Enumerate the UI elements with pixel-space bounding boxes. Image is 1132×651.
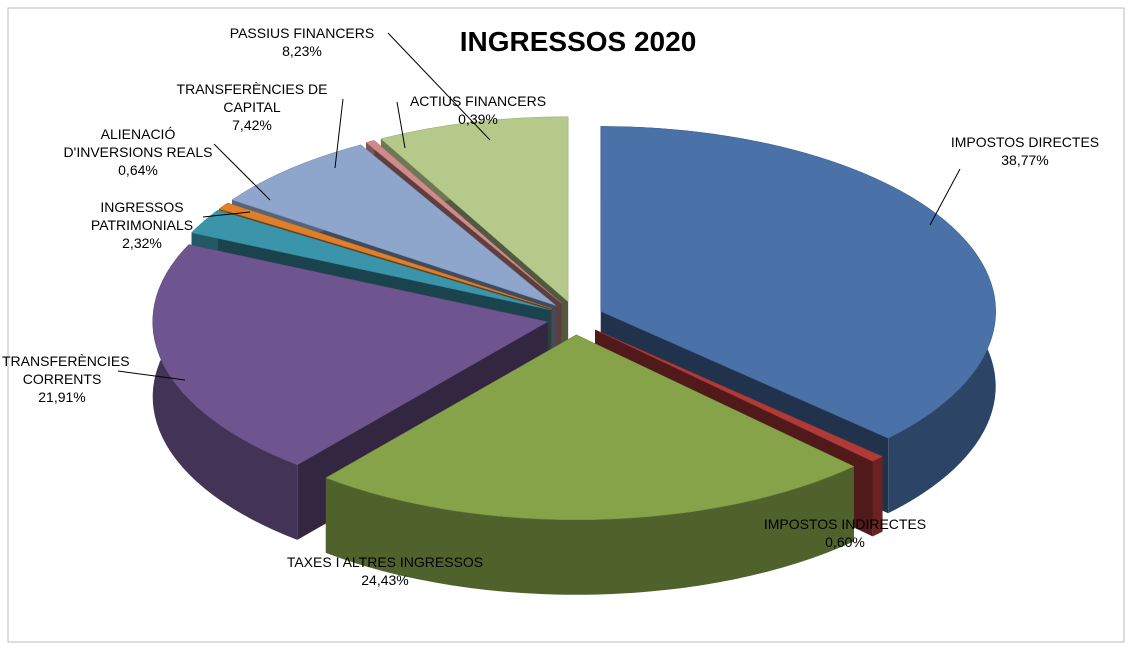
label-value: 0,60%: [825, 534, 865, 550]
slice: [231, 144, 557, 306]
label-category: IMPOSTOS INDIRECTES: [763, 516, 927, 532]
chart-title: INGRESSOS 2020: [459, 26, 697, 57]
leader-line: [396, 101, 406, 149]
label-category: ALIENACIÓ D'INVERSIONS REALS: [63, 126, 213, 160]
label-category: PASSIUS FINANCERS: [229, 25, 375, 41]
label-category: ACTIUS FINANCERS: [409, 93, 547, 109]
slice: [218, 202, 552, 309]
leader-line: [117, 370, 186, 381]
leader-line: [334, 98, 344, 169]
slice: [600, 126, 996, 439]
leader-line: [929, 168, 961, 226]
label-value: 38,77%: [1001, 152, 1049, 168]
leader-line: [213, 143, 271, 201]
slice: [152, 244, 549, 466]
slice: [365, 140, 562, 304]
data-label: IMPOSTOS DIRECTES 38,77%: [925, 133, 1125, 169]
data-label: INGRESSOS PATRIMONIALS 2,32%: [77, 198, 207, 252]
slice-wall: [872, 456, 883, 537]
slice: [191, 209, 551, 311]
label-value: 7,42%: [232, 117, 272, 133]
data-label: IMPOSTOS INDIRECTES 0,60%: [745, 515, 945, 551]
label-value: 21,91%: [38, 389, 86, 405]
label-value: 8,23%: [282, 43, 322, 59]
data-label: ACTIUS FINANCERS 0,39%: [393, 92, 563, 128]
slice-wall: [325, 466, 854, 595]
label-category: TAXES I ALTRES INGRESSOS: [286, 554, 484, 570]
label-value: 0,64%: [118, 162, 158, 178]
label-value: 24,43%: [361, 572, 409, 588]
slice-wall: [152, 244, 298, 540]
label-value: 2,32%: [122, 235, 162, 251]
data-label: ALIENACIÓ D'INVERSIONS REALS 0,64%: [58, 125, 218, 179]
data-label: TRANSFERÈNCIES DE CAPITAL 7,42%: [157, 80, 347, 134]
data-label: TRANSFERÈNCIES CORRENTS 21,91%: [2, 352, 130, 406]
label-category: INGRESSOS PATRIMONIALS: [90, 199, 194, 233]
leader-line: [202, 211, 251, 218]
label-value: 0,39%: [458, 111, 498, 127]
label-category: IMPOSTOS DIRECTES: [950, 134, 1100, 150]
slice: [325, 334, 855, 521]
slice: [380, 116, 569, 303]
label-category: TRANSFERÈNCIES CORRENTS: [2, 353, 130, 387]
label-category: TRANSFERÈNCIES DE CAPITAL: [176, 81, 328, 115]
leader-line: [387, 32, 491, 141]
slice: [594, 329, 884, 462]
data-label: PASSIUS FINANCERS 8,23%: [212, 24, 392, 60]
data-label: TAXES I ALTRES INGRESSOS 24,43%: [255, 553, 515, 589]
